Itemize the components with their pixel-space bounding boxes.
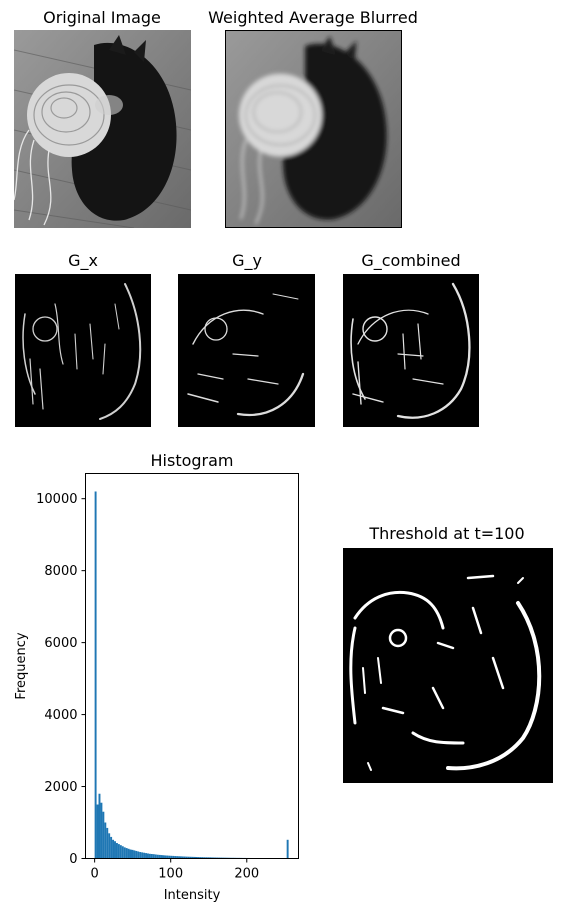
- histogram-bar: [100, 802, 103, 859]
- histogram-bar: [98, 793, 101, 859]
- y-tick-label: 8000: [44, 564, 77, 579]
- panel-title-blurred: Weighted Average Blurred: [208, 8, 418, 27]
- histogram-bar: [102, 811, 105, 859]
- histogram-bar: [199, 857, 202, 859]
- y-tick-label: 0: [69, 852, 77, 867]
- blurred-image-art: [226, 31, 401, 227]
- histogram-bar: [156, 854, 159, 859]
- histogram-bar: [207, 857, 210, 859]
- histogram-bar: [158, 854, 161, 859]
- gy-image: [178, 274, 315, 427]
- y-tick-label: 10000: [36, 492, 77, 507]
- x-axis-label: Intensity: [164, 888, 221, 903]
- histogram-bar: [150, 854, 153, 859]
- panel-title-gy: G_y: [232, 251, 262, 270]
- histogram-bar: [104, 822, 107, 859]
- histogram-bar: [203, 857, 206, 859]
- y-tick-label: 4000: [44, 708, 77, 723]
- chart-title: Histogram: [151, 451, 234, 470]
- histogram-bar: [154, 854, 157, 859]
- panel-title-threshold: Threshold at t=100: [369, 524, 525, 543]
- gcombined-image: [343, 274, 479, 427]
- histogram-bar: [123, 847, 126, 859]
- histogram-bar: [106, 827, 109, 859]
- histogram-bar: [176, 856, 179, 859]
- histogram-bar: [137, 851, 140, 859]
- histogram-bar: [164, 855, 167, 859]
- histogram-bar: [139, 852, 142, 859]
- bars-group: [94, 491, 289, 859]
- x-axis-ticks: 0 100 200: [90, 858, 259, 882]
- histogram-bar: [193, 856, 196, 859]
- y-tick-label: 2000: [44, 780, 77, 795]
- histogram-bar: [135, 850, 138, 859]
- histogram-bar: [131, 849, 134, 859]
- x-tick-label: 100: [158, 867, 183, 882]
- y-axis-label: Frequency: [14, 632, 29, 699]
- gy-image-art: [187, 293, 305, 417]
- histogram-bar: [205, 857, 208, 859]
- x-tick-label: 0: [90, 867, 98, 882]
- histogram-bar: [168, 855, 171, 859]
- threshold-image: [343, 548, 553, 783]
- histogram-bar: [96, 804, 99, 859]
- y-tick-label: 6000: [44, 636, 77, 651]
- panel-title-gx: G_x: [68, 251, 98, 270]
- histogram-bar: [115, 843, 118, 859]
- histogram-bar: [94, 491, 97, 859]
- histogram-bar: [121, 846, 124, 859]
- histogram-bar: [125, 848, 128, 859]
- original-image-art: [14, 30, 191, 228]
- plot-frame: [85, 473, 299, 859]
- histogram-bar: [286, 839, 289, 859]
- histogram-bar: [201, 857, 204, 859]
- histogram-bar: [166, 855, 169, 859]
- histogram-bar: [141, 852, 144, 859]
- x-tick-label: 200: [234, 867, 259, 882]
- histogram-bar: [127, 848, 130, 859]
- histogram-bar: [211, 857, 213, 859]
- histogram-bar: [181, 856, 184, 859]
- histogram-bar: [195, 856, 198, 859]
- gx-image: [15, 274, 151, 427]
- histogram-bar: [147, 853, 149, 859]
- histogram-bar: [160, 855, 163, 859]
- histogram-bar: [187, 856, 190, 859]
- histogram-bar: [112, 839, 115, 859]
- histogram-bar: [108, 833, 111, 859]
- histogram-bar: [152, 854, 155, 859]
- histogram-bar: [170, 855, 173, 859]
- threshold-image-art: [349, 574, 542, 771]
- histogram-bar: [129, 849, 132, 859]
- histogram-bar: [172, 855, 175, 859]
- histogram-bar: [191, 856, 194, 859]
- histogram-bar: [185, 856, 188, 859]
- histogram-chart: Histogram 0 2000 4000 6000 8000 10000 0 100 200…: [14, 451, 299, 903]
- histogram-bar: [209, 857, 212, 859]
- histogram-bar: [133, 850, 136, 859]
- histogram-bar: [114, 841, 116, 859]
- histogram-bar: [162, 855, 165, 859]
- histogram-bar: [214, 857, 217, 859]
- histogram-bar: [110, 836, 113, 859]
- blurred-image: [225, 30, 402, 228]
- gx-image-art: [22, 283, 142, 420]
- panel-title-original: Original Image: [43, 8, 161, 27]
- histogram-bar: [119, 845, 122, 859]
- histogram-bar: [197, 857, 200, 859]
- y-axis-ticks: 0 2000 4000 6000 8000 10000: [36, 492, 86, 867]
- histogram-bar: [183, 856, 186, 859]
- histogram-bar: [174, 856, 177, 859]
- panel-title-gcombined: G_combined: [361, 251, 461, 270]
- histogram-bar: [189, 856, 192, 859]
- original-image: [14, 30, 191, 228]
- histogram-bar: [145, 853, 148, 859]
- histogram-bar: [148, 853, 151, 859]
- histogram-bar: [178, 856, 180, 859]
- histogram-bar: [212, 857, 215, 859]
- histogram-bar: [143, 852, 146, 859]
- gcombined-image-art: [350, 282, 471, 419]
- histogram-bar: [117, 844, 120, 859]
- histogram-bar: [179, 856, 182, 859]
